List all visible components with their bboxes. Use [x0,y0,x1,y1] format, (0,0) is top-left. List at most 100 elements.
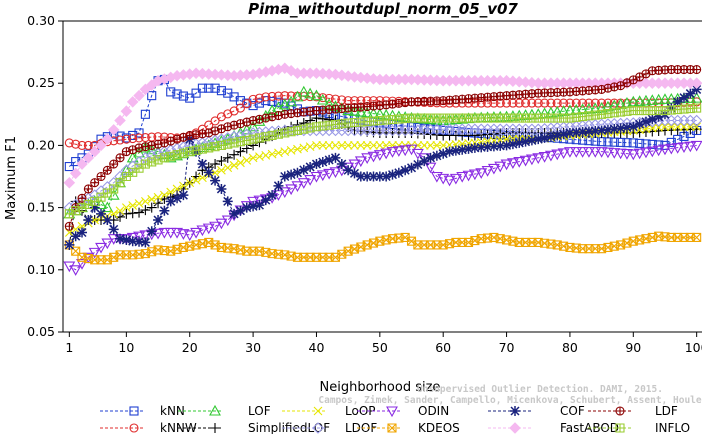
data-point-odin [443,175,456,187]
data-point-ldf [692,64,702,75]
chart-title: Pima_withoutdupl_norm_05_v07 [248,0,518,18]
legend-marker [129,406,139,416]
data-point-knn [147,91,157,101]
data-point-knn [628,138,638,148]
legend-label: LoOP [345,404,376,418]
x-tick-label: 100 [685,340,702,355]
data-point-cof [216,183,227,194]
legend-marker [386,406,398,418]
data-point-odin [183,230,196,242]
data-point-cof [609,123,620,134]
data-point-odin [494,161,507,173]
data-point-cof [172,193,183,204]
legend-label: LOF [248,404,271,418]
data-point-knnw [248,94,258,104]
data-point-loop [369,141,378,150]
data-point-loop [660,122,670,132]
series-kdeos [64,231,702,265]
data-point-simplifiedlof [210,159,221,170]
data-point-odin [133,231,145,243]
data-point-knnw [134,133,144,143]
data-point-inflo [115,178,125,188]
series-layer [63,62,702,276]
data-point-odin [329,167,342,178]
data-point-loop [153,192,163,202]
data-point-cof [127,236,138,247]
data-point-odin [506,158,519,169]
x-axis-label: Neighborhood size [320,380,441,395]
data-point-cof [241,202,252,213]
data-point-simplifiedlof [222,152,233,163]
data-point-knnw [571,98,581,108]
y-axis-label: Maximum F1 [4,136,19,220]
data-point-odin [285,184,298,196]
data-point-cof [539,132,550,143]
data-point-loop [185,178,195,188]
data-point-cof [305,161,316,172]
data-point-simplifiedlof [127,208,138,219]
data-point-cof [254,200,265,211]
data-point-odin [323,168,336,180]
data-point-cof [545,131,556,142]
data-point-knnw [584,98,594,108]
data-point-odin [608,148,621,159]
data-point-odin [424,162,437,174]
data-point-cof [374,171,385,182]
data-point-odin [633,148,646,160]
data-point-knn [647,139,657,149]
data-point-odin [386,147,399,158]
data-point-cof [514,137,525,148]
series-inflo [64,103,702,219]
y-tick-label: 0.25 [27,75,55,90]
data-point-loop [375,141,385,150]
plot-frame [62,20,702,333]
data-point-knnw [261,92,271,102]
data-point-cof [621,122,632,133]
data-point-odin [475,168,488,179]
legend-label: KDEOS [418,421,460,434]
data-point-cof [526,135,537,146]
y-tick-label: 0.30 [27,13,55,28]
x-tick-label: 10 [118,340,134,355]
data-point-lof [310,89,323,101]
data-point-cof [260,195,271,206]
series-line-kdeos [68,235,697,261]
data-point-cof [115,233,126,244]
data-point-simplifiedlof [153,198,164,209]
data-point-loop [673,122,683,132]
data-point-cof [64,239,75,250]
data-point-odin [640,147,652,159]
data-point-odin [519,155,532,167]
data-point-knnw [77,140,87,150]
data-point-simplifiedlof [134,207,145,218]
series-fastabod [63,62,702,189]
data-point-cof [590,125,601,136]
data-point-cof [279,171,290,182]
data-point-inflo [109,184,119,194]
data-point-cof [691,84,702,95]
data-point-knn [178,91,188,101]
x-tick-label: 60 [435,340,451,355]
data-point-loop [419,141,429,150]
data-point-odin [348,159,361,171]
data-point-lof [361,106,374,118]
data-point-odin [95,242,107,254]
data-point-ldf [109,159,119,169]
data-point-knnw [140,132,150,143]
data-point-cof [558,129,569,140]
series-cof [64,84,702,250]
data-point-knn [197,83,207,93]
data-point-ldf [77,193,87,203]
watermark-line-2: Campos, Zimek, Sander, Campello, Micenko… [318,395,701,406]
data-point-simplifiedlof [235,146,246,157]
data-point-cof [495,140,506,151]
data-point-lof [627,95,640,107]
data-point-cof [343,165,354,176]
data-point-cof [121,234,132,245]
data-point-knnw [597,98,607,108]
data-point-cof [457,144,468,155]
data-point-odin [627,149,640,161]
data-point-cof [108,224,119,235]
data-point-odin [278,187,291,198]
data-point-cof [146,226,157,237]
